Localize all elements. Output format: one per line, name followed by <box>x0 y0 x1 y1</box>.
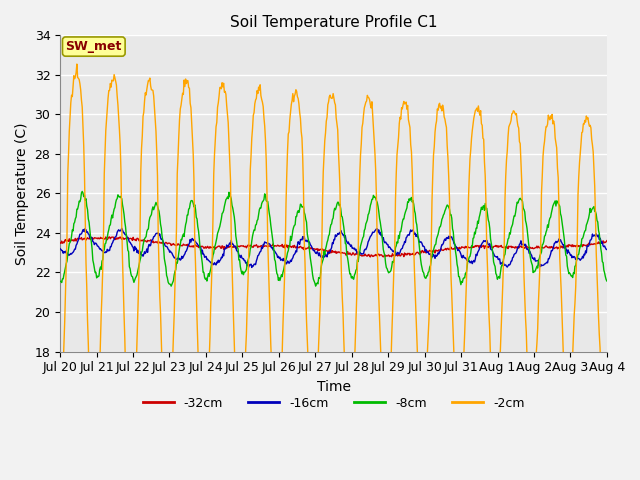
Y-axis label: Soil Temperature (C): Soil Temperature (C) <box>15 122 29 264</box>
Text: SW_met: SW_met <box>66 40 122 53</box>
Legend: -32cm, -16cm, -8cm, -2cm: -32cm, -16cm, -8cm, -2cm <box>138 392 529 415</box>
Title: Soil Temperature Profile C1: Soil Temperature Profile C1 <box>230 15 437 30</box>
X-axis label: Time: Time <box>317 380 351 394</box>
